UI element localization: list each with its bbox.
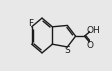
Text: S: S	[65, 46, 71, 55]
Text: OH: OH	[86, 26, 100, 35]
Text: F: F	[28, 19, 33, 28]
Text: O: O	[86, 41, 93, 50]
